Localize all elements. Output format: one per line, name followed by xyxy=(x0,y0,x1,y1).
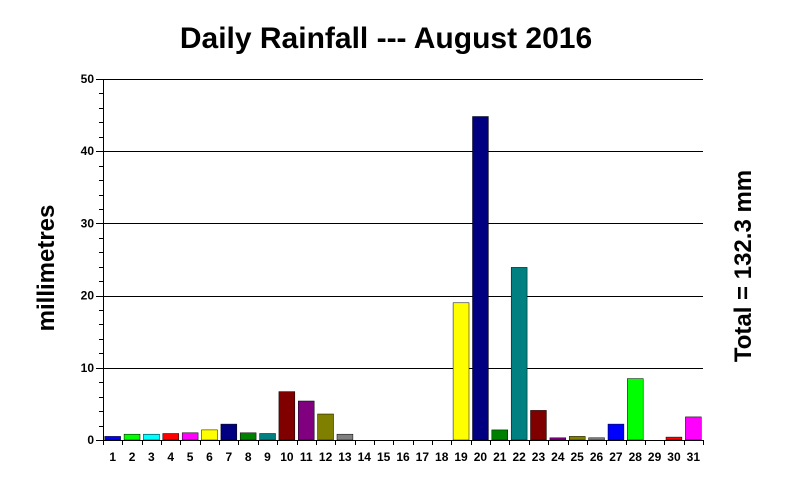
bar-day-4 xyxy=(162,433,179,441)
bar-day-27 xyxy=(607,423,625,441)
x-tick-label: 7 xyxy=(225,450,232,464)
bar-day-10 xyxy=(278,391,296,441)
bar-day-5 xyxy=(181,432,199,441)
bar-day-24 xyxy=(549,437,567,441)
x-tick-label: 12 xyxy=(319,450,333,464)
x-tick-label: 6 xyxy=(206,450,213,464)
bar-day-26 xyxy=(588,437,605,441)
total-annotation: Total = 132.3 mm xyxy=(730,170,757,362)
x-tick-label: 15 xyxy=(377,450,391,464)
x-tick-label: 2 xyxy=(129,450,136,464)
bar-day-11 xyxy=(298,400,315,441)
bar-day-19 xyxy=(452,302,470,441)
bar-day-23 xyxy=(530,410,547,441)
bar-day-28 xyxy=(627,378,644,441)
chart-title: Daily Rainfall --- August 2016 xyxy=(180,22,592,55)
x-tick-label: 21 xyxy=(493,450,507,464)
x-tick-label: 26 xyxy=(590,450,604,464)
x-tick-label: 17 xyxy=(416,450,430,464)
bar-day-1 xyxy=(104,436,121,441)
y-tick-label: 30 xyxy=(81,216,95,230)
x-tick-label: 16 xyxy=(396,450,410,464)
bar-day-20 xyxy=(472,116,489,441)
x-tick-label: 19 xyxy=(454,450,468,464)
x-tick-label: 4 xyxy=(167,450,174,464)
x-tick-label: 10 xyxy=(280,450,294,464)
y-tick-label: 20 xyxy=(81,289,95,303)
bar-day-6 xyxy=(201,429,218,441)
y-tick-label: 10 xyxy=(81,361,95,375)
x-tick-label: 18 xyxy=(435,450,449,464)
y-axis-title: millimetres xyxy=(33,205,60,332)
y-tick-label: 40 xyxy=(81,144,95,158)
gridlines xyxy=(103,79,703,369)
bar-day-21 xyxy=(491,429,508,441)
bar-day-3 xyxy=(143,433,160,441)
bar-day-13 xyxy=(336,433,354,441)
x-tick-label: 11 xyxy=(300,450,313,464)
bar-day-31 xyxy=(685,416,702,441)
bar-day-30 xyxy=(665,436,683,441)
x-tick-label: 25 xyxy=(571,450,585,464)
x-tick-label: 31 xyxy=(687,450,701,464)
x-tick-label: 23 xyxy=(532,450,546,464)
y-tick-labels: 0 10 20 30 40 50 xyxy=(81,72,95,447)
x-tick-label: 27 xyxy=(609,450,623,464)
x-tick-label: 5 xyxy=(187,450,194,464)
x-tick-label: 3 xyxy=(148,450,155,464)
y-tick-label: 0 xyxy=(87,433,94,447)
bar-day-25 xyxy=(569,436,586,441)
x-tick-label: 8 xyxy=(245,450,252,464)
x-tick-label: 28 xyxy=(629,450,643,464)
x-tick-labels: 1 2 3 4 5 6 7 8 9 10 11 12 13 14 15 16 17 18 19 20 21 22 23 24 2… xyxy=(109,450,700,464)
bar-day-9 xyxy=(259,433,276,441)
bar-day-22 xyxy=(510,267,528,441)
bars xyxy=(104,116,702,441)
y-tick-label: 50 xyxy=(81,72,95,86)
x-tick-label: 14 xyxy=(358,450,372,464)
x-tick-label: 20 xyxy=(474,450,488,464)
x-tick-label: 30 xyxy=(667,450,681,464)
x-tick-label: 22 xyxy=(512,450,526,464)
bar-day-7 xyxy=(220,423,238,441)
bar-day-8 xyxy=(239,432,257,441)
x-tick-label: 29 xyxy=(648,450,662,464)
x-tick-label: 1 xyxy=(109,450,116,464)
x-tick-label: 24 xyxy=(551,450,565,464)
x-tick-label: 9 xyxy=(264,450,271,464)
bar-day-12 xyxy=(317,413,334,441)
x-tick-label: 13 xyxy=(338,450,352,464)
bar-day-2 xyxy=(123,433,141,441)
axes xyxy=(96,79,704,445)
